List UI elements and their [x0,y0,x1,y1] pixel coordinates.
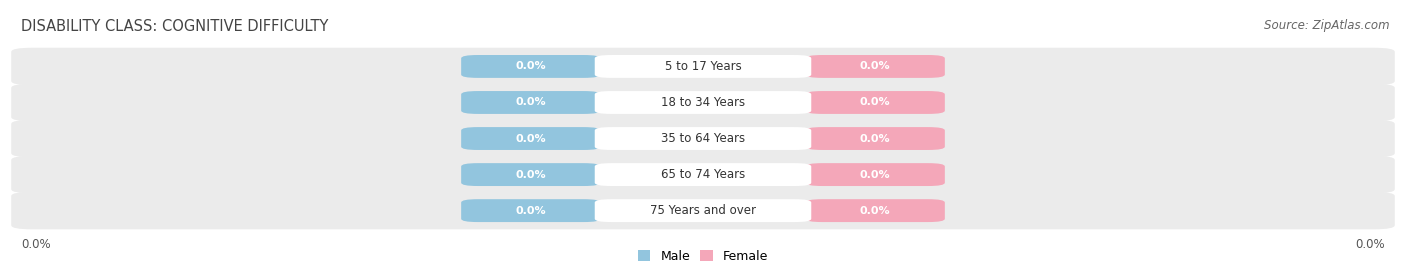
Text: 35 to 64 Years: 35 to 64 Years [661,132,745,145]
Text: Source: ZipAtlas.com: Source: ZipAtlas.com [1264,19,1389,32]
Text: DISABILITY CLASS: COGNITIVE DIFFICULTY: DISABILITY CLASS: COGNITIVE DIFFICULTY [21,19,329,34]
Text: 18 to 34 Years: 18 to 34 Years [661,96,745,109]
Text: 0.0%: 0.0% [516,61,546,72]
Text: 0.0%: 0.0% [21,238,51,251]
Legend: Male, Female: Male, Female [638,250,768,263]
Text: 0.0%: 0.0% [860,133,890,144]
Text: 0.0%: 0.0% [860,97,890,108]
Text: 0.0%: 0.0% [860,206,890,216]
Text: 75 Years and over: 75 Years and over [650,204,756,217]
Text: 5 to 17 Years: 5 to 17 Years [665,60,741,73]
Text: 0.0%: 0.0% [860,61,890,72]
Text: 65 to 74 Years: 65 to 74 Years [661,168,745,181]
Text: 0.0%: 0.0% [1355,238,1385,251]
Text: 0.0%: 0.0% [516,97,546,108]
Text: 0.0%: 0.0% [516,206,546,216]
Text: 0.0%: 0.0% [860,169,890,180]
Text: 0.0%: 0.0% [516,169,546,180]
Text: 0.0%: 0.0% [516,133,546,144]
